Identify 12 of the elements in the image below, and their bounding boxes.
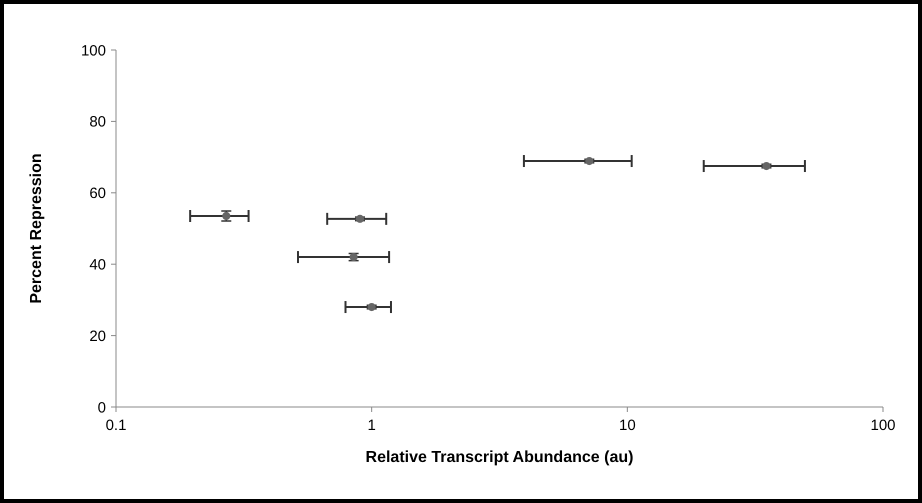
x-tick-label: 0.1 xyxy=(106,417,126,434)
y-tick-label: 80 xyxy=(89,114,106,131)
x-tick-label: 1 xyxy=(367,417,376,434)
y-axis-title: Percent Repression xyxy=(28,153,45,304)
y-tick-label: 20 xyxy=(89,328,106,345)
x-axis-title: Relative Transcript Abundance (au) xyxy=(366,449,634,466)
y-tick-label: 60 xyxy=(89,185,106,202)
x-tick-label: 10 xyxy=(618,417,636,434)
y-tick-label: 0 xyxy=(98,399,106,416)
x-tick-label: 100 xyxy=(870,417,896,434)
y-tick-label: 40 xyxy=(89,256,106,274)
y-tick-label: 100 xyxy=(80,42,106,60)
